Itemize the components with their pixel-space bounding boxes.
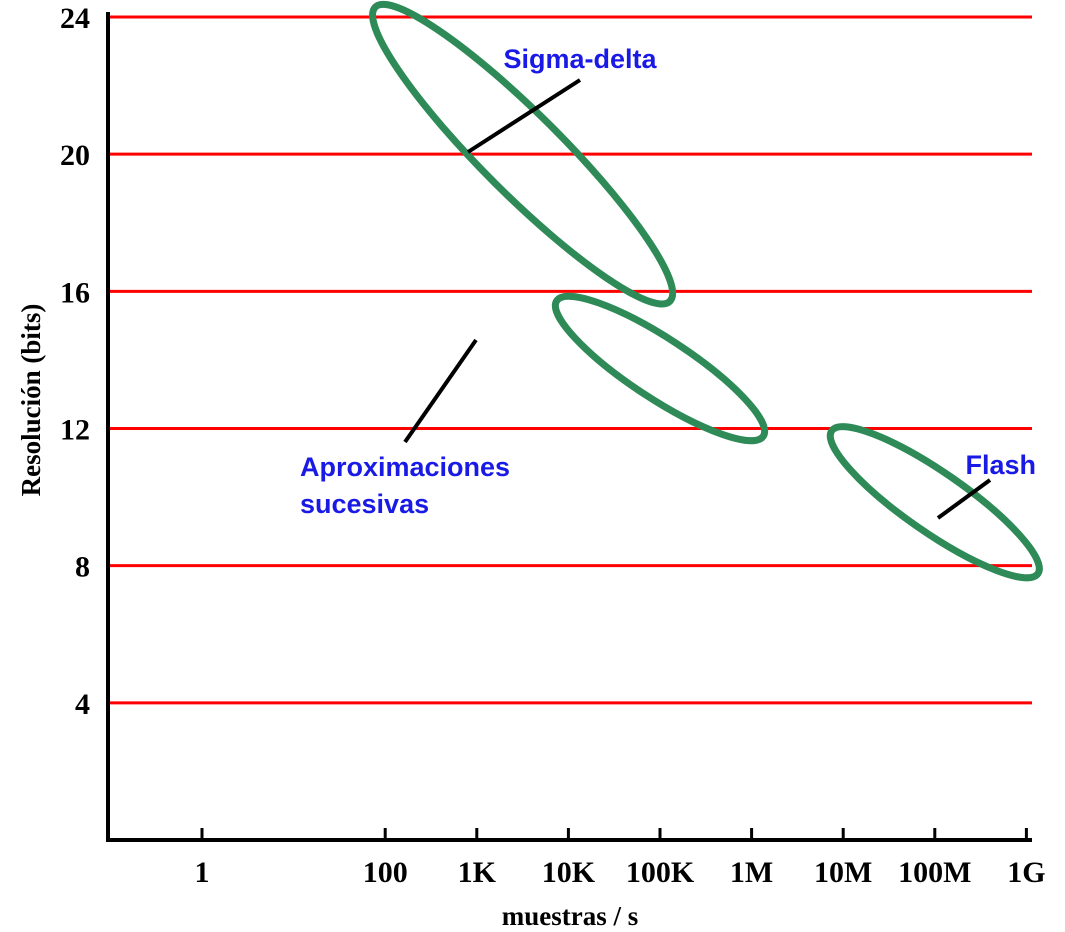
y-tick-labels: 4 8 12 16 20 24 bbox=[60, 2, 90, 721]
x-tick-label: 1M bbox=[730, 856, 773, 889]
y-tick-label: 4 bbox=[75, 688, 90, 721]
y-tick-label: 24 bbox=[60, 2, 90, 35]
pointer-line-3 bbox=[936, 478, 992, 520]
pointer-line-2 bbox=[403, 338, 478, 444]
y-tick-label: 16 bbox=[60, 276, 90, 309]
region-label-2: sucesivas bbox=[300, 489, 429, 519]
pointer-lines bbox=[403, 78, 992, 520]
region-label-2: Aproximaciones bbox=[300, 452, 510, 482]
y-axis-title: Resolución (bits) bbox=[16, 304, 46, 497]
x-tick-label: 10K bbox=[542, 856, 596, 889]
x-tick-label: 1G bbox=[1007, 856, 1045, 889]
y-tick-label: 8 bbox=[75, 551, 90, 584]
region-ellipse-1 bbox=[369, 0, 677, 308]
x-tick-label: 1 bbox=[195, 856, 210, 889]
region-label-3: Flash bbox=[965, 450, 1036, 480]
x-tick-label: 100K bbox=[626, 856, 695, 889]
x-tick-label: 1K bbox=[458, 856, 497, 889]
region-label-1: Sigma-delta bbox=[503, 44, 657, 74]
x-tick-label: 100M bbox=[898, 856, 971, 889]
x-tick-label: 100 bbox=[363, 856, 408, 889]
x-tick-label: 10M bbox=[814, 856, 872, 889]
regions bbox=[369, 0, 1043, 582]
region-labels: Sigma-delta Aproximaciones sucesivas Flash bbox=[300, 44, 1036, 519]
x-axis-title: muestras / s bbox=[502, 901, 639, 931]
y-tick-label: 12 bbox=[60, 414, 90, 447]
pointer-line-1 bbox=[466, 78, 582, 154]
grid-lines bbox=[108, 15, 1032, 705]
x-ticks bbox=[200, 828, 1028, 840]
x-tick-labels: 11001K10K100K1M10M100M1G10G bbox=[195, 856, 1046, 889]
y-tick-label: 20 bbox=[60, 139, 90, 172]
region-ellipse-3 bbox=[826, 423, 1043, 582]
region-ellipse-2 bbox=[551, 292, 769, 445]
